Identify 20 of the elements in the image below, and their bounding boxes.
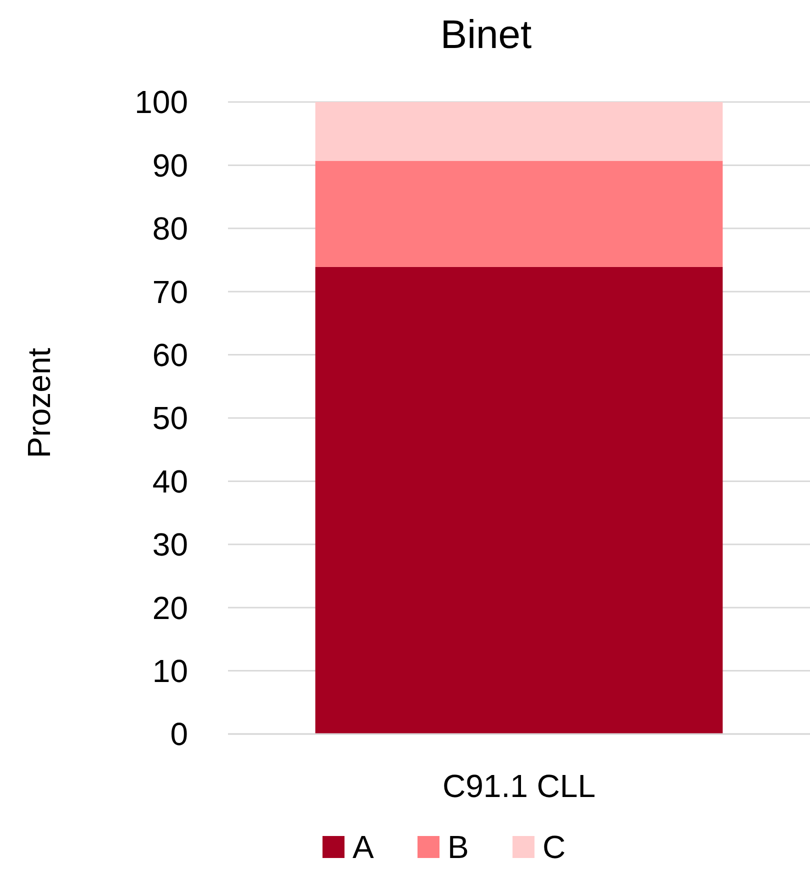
bar bbox=[315, 266, 723, 734]
chart-title: Binet bbox=[440, 13, 532, 57]
y-axis-title: Prozent bbox=[21, 348, 57, 458]
y-tick-label: 30 bbox=[152, 526, 188, 563]
y-tick-label: 60 bbox=[152, 337, 188, 373]
y-tick-label: 20 bbox=[152, 590, 188, 626]
x-tick-label: C91.1 CLL bbox=[442, 768, 596, 804]
bar bbox=[315, 102, 723, 161]
legend-label: C bbox=[542, 829, 566, 865]
y-tick-label: 0 bbox=[170, 716, 188, 752]
y-tick-label: 40 bbox=[152, 463, 188, 500]
y-tick-label: 100 bbox=[134, 84, 188, 120]
y-tick-label: 90 bbox=[152, 147, 188, 184]
y-tick-label: 50 bbox=[152, 400, 188, 436]
bar bbox=[315, 160, 723, 267]
legend-label: A bbox=[352, 829, 374, 865]
y-tick-label: 70 bbox=[152, 274, 188, 310]
legend-label: B bbox=[448, 829, 469, 865]
y-tick-label: 10 bbox=[152, 653, 188, 689]
y-tick-label: 80 bbox=[152, 210, 188, 247]
